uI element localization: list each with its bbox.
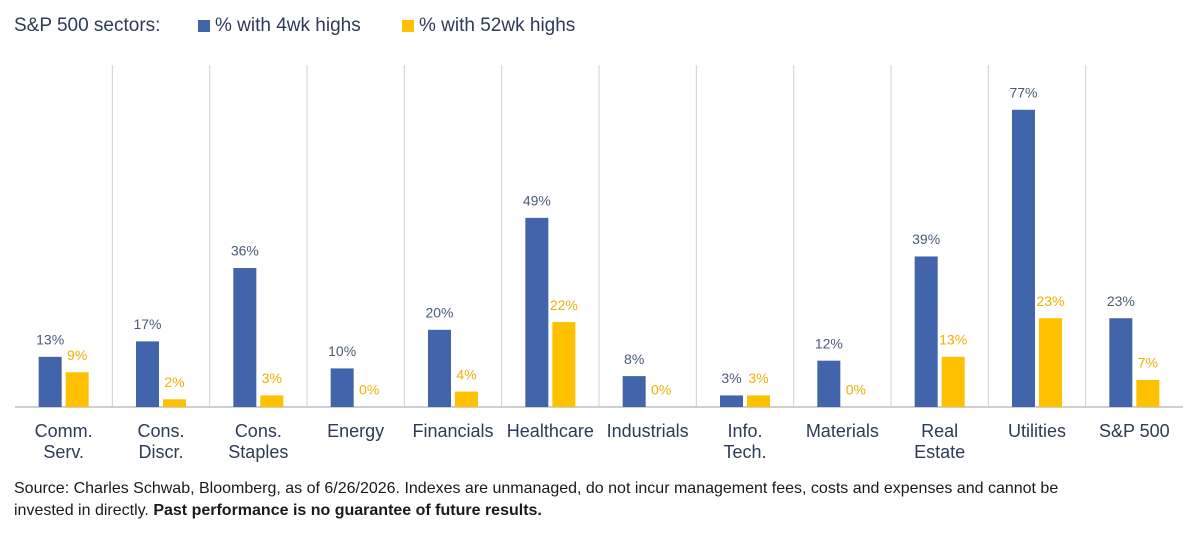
value-label: 10% [328, 343, 356, 359]
bar [330, 368, 354, 407]
x-tick-label: Info. [727, 421, 762, 441]
value-label: 77% [1009, 84, 1037, 100]
value-label: 13% [939, 332, 967, 348]
bar [525, 217, 549, 407]
bar [38, 356, 62, 407]
value-label: 23% [1036, 293, 1064, 309]
value-label: 12% [815, 335, 843, 351]
bar [747, 395, 770, 407]
bar [1012, 109, 1035, 407]
bar [163, 399, 186, 407]
x-tick-label: Real [921, 421, 958, 441]
x-tick-label: Discr. [139, 442, 184, 462]
value-label: 7% [1138, 355, 1158, 371]
value-label: 20% [425, 305, 453, 321]
value-label: 3% [748, 370, 768, 386]
value-label: 4% [456, 366, 476, 382]
value-label: 23% [1107, 293, 1135, 309]
chart: S&P 500 sectors: % with 4wk highs % with … [14, 15, 1183, 462]
source-bold: Past performance is no guarantee of futu… [153, 502, 542, 519]
x-tick-label: Estate [914, 442, 965, 462]
value-label: 0% [651, 382, 671, 398]
value-label: 0% [846, 382, 866, 398]
x-tick-label: Staples [228, 442, 288, 462]
bar [1039, 318, 1062, 407]
source-note: Source: Charles Schwab, Bloomberg, as of… [14, 478, 1104, 522]
value-label: 22% [550, 297, 578, 313]
bar [65, 372, 89, 407]
legend-label: % with 52wk highs [419, 15, 575, 36]
legend-swatch [198, 20, 210, 32]
x-tick-label: Energy [327, 421, 384, 441]
bar [817, 360, 841, 407]
value-label: 0% [359, 382, 379, 398]
bar [260, 395, 284, 407]
value-label: 9% [67, 347, 87, 363]
value-label: 49% [523, 193, 551, 209]
bar [720, 395, 743, 407]
legend-title: S&P 500 sectors: [14, 15, 160, 36]
x-tick-label: Comm. [35, 421, 93, 441]
bar [233, 268, 257, 407]
bar [622, 376, 646, 407]
x-tick-label: Cons. [235, 421, 282, 441]
x-tick-label: Cons. [137, 421, 184, 441]
value-label: 8% [624, 351, 644, 367]
value-label: 17% [133, 316, 161, 332]
x-tick-label: Serv. [43, 442, 84, 462]
bar [1136, 379, 1160, 407]
x-tick-label: Materials [806, 421, 879, 441]
bar [428, 329, 451, 407]
x-tick-label: Healthcare [507, 421, 594, 441]
value-label: 3% [262, 370, 282, 386]
x-tick-label: S&P 500 [1099, 421, 1170, 441]
bar [1109, 318, 1133, 407]
value-label: 13% [36, 332, 64, 348]
bar [552, 322, 576, 407]
legend-swatch [402, 20, 414, 32]
legend-label: % with 4wk highs [215, 15, 361, 36]
value-label: 2% [164, 374, 184, 390]
value-label: 36% [231, 243, 259, 259]
value-label: 3% [721, 370, 741, 386]
x-tick-label: Financials [412, 421, 493, 441]
x-tick-label: Utilities [1008, 421, 1066, 441]
bar [914, 256, 938, 407]
x-tick-label: Tech. [723, 442, 766, 462]
bar [941, 356, 965, 407]
source-text: Source: Charles Schwab, Bloomberg, as of… [14, 480, 1059, 519]
bar [455, 391, 478, 407]
bar [136, 341, 159, 407]
value-label: 39% [912, 231, 940, 247]
x-tick-label: Industrials [607, 421, 689, 441]
